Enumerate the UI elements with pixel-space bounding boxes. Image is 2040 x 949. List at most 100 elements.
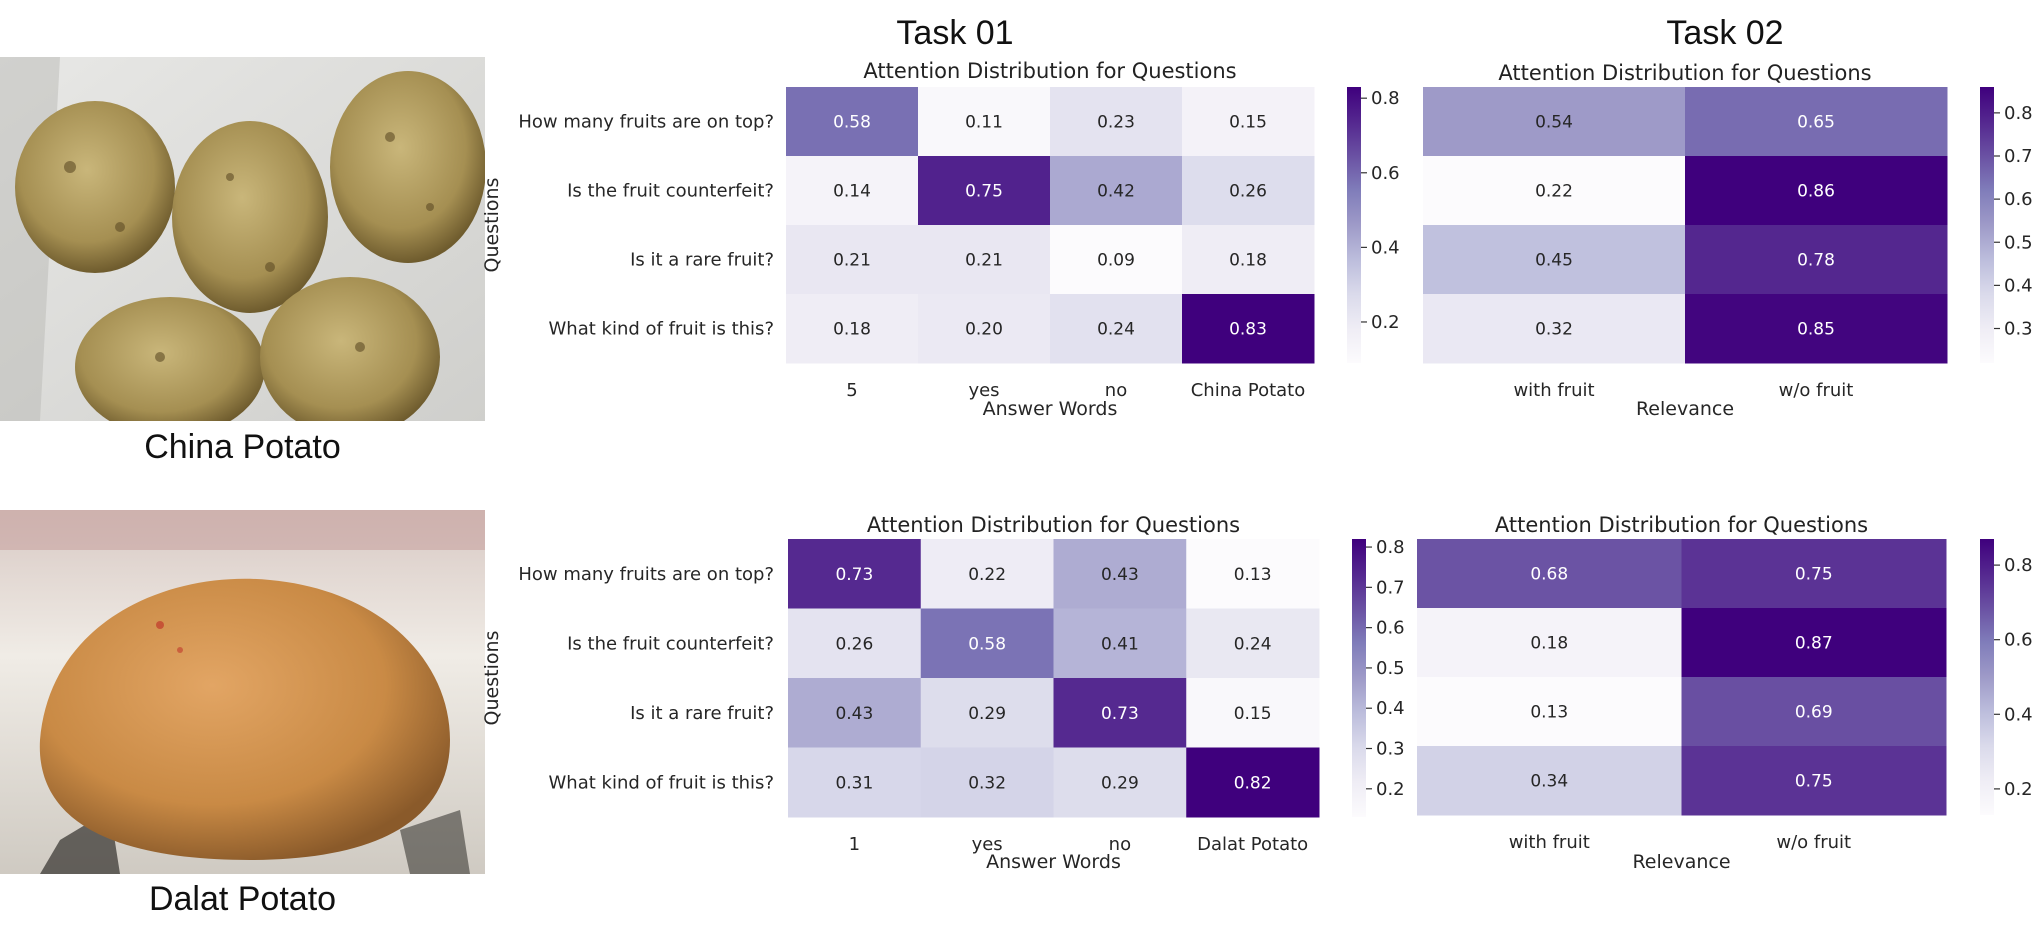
y-tick-label: Is the fruit counterfeit? — [567, 633, 774, 654]
heatmap-cell — [1417, 539, 1682, 609]
x-tick-label: no — [1105, 380, 1127, 401]
dalat-potato-photo — [0, 510, 485, 874]
cell-value-label: 0.78 — [1797, 251, 1835, 271]
cell-value-label: 0.45 — [1535, 251, 1573, 271]
x-axis-label: Answer Words — [983, 398, 1118, 420]
heatmap-cell — [1186, 539, 1320, 609]
heatmap-cell — [1186, 678, 1320, 748]
cell-value-label: 0.31 — [835, 773, 873, 793]
cell-value-label: 0.75 — [1795, 772, 1833, 792]
heatmap-cell — [1182, 225, 1315, 295]
heatmap-cell — [918, 156, 1051, 226]
heatmap-cell — [1053, 678, 1187, 748]
cell-value-label: 0.18 — [1530, 634, 1568, 654]
heatmap-cell — [1423, 87, 1686, 157]
x-axis-label: Relevance — [1636, 398, 1734, 420]
colorbar-tick-label: 0.4 — [2004, 275, 2033, 296]
y-tick-label: Is the fruit counterfeit? — [567, 181, 774, 202]
cell-value-label: 0.32 — [968, 773, 1006, 793]
heatmap-cell — [1417, 746, 1682, 816]
x-tick-label: with fruit — [1513, 380, 1594, 401]
cell-value-label: 0.85 — [1797, 320, 1835, 340]
heatmap-cell — [1681, 677, 1947, 747]
colorbar-tick-label: 0.7 — [2004, 146, 2033, 167]
heatmap-cell — [1186, 608, 1320, 679]
y-tick-label: Is it a rare fruit? — [630, 250, 774, 271]
cell-value-label: 0.29 — [968, 704, 1006, 724]
cell-value-label: 0.15 — [1234, 704, 1272, 724]
y-axis-label: Questions — [481, 631, 503, 726]
dalat-potato-caption: Dalat Potato — [148, 880, 337, 918]
heatmap-cell — [918, 225, 1051, 295]
heatmap-cell — [1681, 746, 1947, 816]
colorbar-tick-label: 0.2 — [1376, 779, 1405, 800]
colorbar-tick-label: 0.6 — [1371, 163, 1400, 184]
x-tick-label: w/o fruit — [1779, 380, 1854, 401]
heatmap-cell — [1417, 608, 1682, 678]
cell-value-label: 0.18 — [833, 320, 871, 340]
colorbar-tick-label: 0.4 — [1371, 237, 1400, 258]
colorbar-tick-label: 0.6 — [1376, 618, 1405, 639]
heatmap-cell — [1685, 87, 1948, 157]
colorbar-tick-label: 0.2 — [1371, 312, 1400, 333]
cell-value-label: 0.22 — [1535, 182, 1573, 202]
heatmap-cell — [1423, 225, 1686, 295]
cell-value-label: 0.15 — [1229, 113, 1267, 133]
task-01-title: Task 01 — [896, 14, 1014, 52]
cell-value-label: 0.58 — [968, 634, 1006, 654]
cell-value-label: 0.14 — [833, 182, 871, 202]
cell-value-label: 0.24 — [1097, 320, 1135, 340]
colorbar-tick-label: 0.6 — [2004, 189, 2033, 210]
cell-value-label: 0.73 — [835, 565, 873, 585]
heatmap-cell — [920, 608, 1054, 679]
x-tick-label: yes — [968, 380, 999, 401]
cell-value-label: 0.83 — [1229, 320, 1267, 340]
heatmap-cell — [1050, 156, 1183, 226]
heatmap-cell — [1685, 225, 1948, 295]
cell-value-label: 0.43 — [835, 704, 873, 724]
cell-value-label: 0.58 — [833, 113, 871, 133]
cell-value-label: 0.32 — [1535, 320, 1573, 340]
heatmap-cell — [1053, 539, 1187, 609]
heatmap-cell — [1423, 156, 1686, 226]
heatmap-cell — [1685, 156, 1948, 226]
heatmap-cell — [1050, 225, 1183, 295]
colorbar-tick-label: 0.3 — [2004, 319, 2033, 340]
heatmap-cell — [786, 294, 919, 364]
heatmap-cell — [1050, 294, 1183, 364]
y-tick-label: How many fruits are on top? — [518, 112, 774, 133]
cell-value-label: 0.34 — [1530, 772, 1568, 792]
cell-value-label: 0.13 — [1530, 703, 1568, 723]
y-axis-label: Questions — [481, 178, 503, 273]
heatmap-cell — [786, 156, 919, 226]
cell-value-label: 0.41 — [1101, 634, 1139, 654]
y-tick-label: Is it a rare fruit? — [630, 703, 774, 724]
heatmap-cell — [920, 678, 1054, 748]
heatmap-cell — [1186, 747, 1320, 818]
heatmap-cell — [1182, 87, 1315, 157]
heatmap-title: Attention Distribution for Questions — [1495, 513, 1868, 537]
heatmap-cell — [1685, 294, 1948, 364]
cell-value-label: 0.75 — [1795, 565, 1833, 585]
x-tick-label: China Potato — [1191, 380, 1306, 401]
heatmap-cell — [1050, 87, 1183, 157]
heatmap-cell — [918, 87, 1051, 157]
heatmap-cell — [920, 747, 1054, 818]
heatmap-cell — [918, 294, 1051, 364]
x-tick-label: 1 — [849, 834, 860, 855]
heatmap-cell — [1182, 156, 1315, 226]
cell-value-label: 0.43 — [1101, 565, 1139, 585]
cell-value-label: 0.23 — [1097, 113, 1135, 133]
heatmap-cell — [786, 87, 919, 157]
cell-value-label: 0.09 — [1097, 251, 1135, 271]
cell-value-label: 0.22 — [968, 565, 1006, 585]
cell-value-label: 0.24 — [1234, 634, 1272, 654]
colorbar — [1980, 539, 1994, 815]
cell-value-label: 0.21 — [965, 251, 1003, 271]
cell-value-label: 0.69 — [1795, 703, 1833, 723]
cell-value-label: 0.65 — [1797, 113, 1835, 133]
heatmap-title: Attention Distribution for Questions — [1498, 61, 1871, 85]
x-tick-label: with fruit — [1509, 832, 1590, 853]
task-02-title: Task 02 — [1666, 14, 1784, 52]
